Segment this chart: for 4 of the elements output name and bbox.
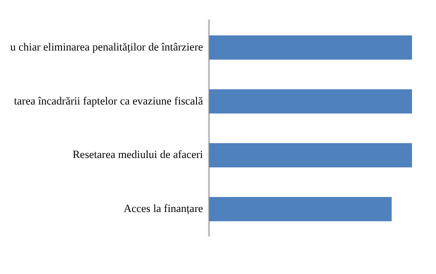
y-tick-label: Resetarea mediului de afaceri xyxy=(72,149,203,162)
y-tick-label: Acces la finanțare xyxy=(124,202,204,215)
y-tick-label: tarea încadrării faptelor ca evaziune fiscală xyxy=(14,95,204,108)
y-tick-label: u chiar eliminarea penalităților de întârziere xyxy=(10,41,204,54)
